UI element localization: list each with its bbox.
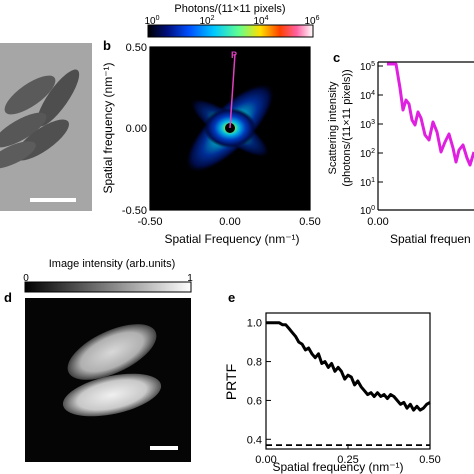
panel-label-b: b: [103, 38, 111, 53]
b-ylabel: Spatial frequency (nm⁻¹): [101, 62, 115, 193]
colorbar-b: Photons/(11×11 pixels) 100 102 104 106: [144, 3, 320, 38]
colorbar-b-tick-1: 102: [199, 15, 214, 27]
c-ytick-5: 100: [360, 205, 375, 217]
c-xlabel: Spatial frequen: [390, 232, 471, 246]
panel-a-image: [0, 43, 92, 211]
e-ytick-label: 1.0: [247, 318, 262, 330]
c-xtick-0: 0.00: [367, 216, 388, 228]
colorbar-b-tick-0: 100: [144, 15, 159, 27]
panel-label-e: e: [228, 290, 235, 305]
panel-e-plot: 0.00 0.25 0.50 1.0 0.8 0.6 0.4 PRTF Spatial fr…: [223, 312, 441, 474]
colorbar-b-title: Photons/(11×11 pixels): [174, 3, 285, 15]
e-xtick-label: 0.25: [337, 454, 358, 466]
e-series-solid: [266, 321, 431, 412]
e-xtick-label: 0.50: [419, 454, 440, 466]
colorbar-d-tick-0: 0: [23, 273, 29, 284]
panel-b-plot: P -0.50 0.00 0.50 0.50 0.00 -0.50 Spatia…: [101, 42, 321, 246]
e-ytick-label: 0.4: [247, 434, 262, 446]
scale-bar-a: [30, 198, 76, 202]
b-ytick-1: 0.00: [126, 123, 147, 135]
colorbar-b-tick-2: 104: [253, 15, 268, 27]
panel-d-image: [25, 298, 191, 462]
c-curve: [387, 62, 474, 167]
marker-p: P: [231, 50, 237, 60]
e-ylabel: PRTF: [223, 364, 239, 400]
c-ytick-0: 105: [360, 61, 375, 73]
b-xtick-1: 0.00: [219, 216, 240, 228]
e-xlabel: Spatial frequency (nm⁻¹): [272, 460, 403, 474]
c-ylabel-2: (photons/(11×11 pixels)): [341, 69, 353, 186]
b-xtick-0: -0.50: [137, 216, 162, 228]
b-xlabel: Spatial Frequency (nm⁻¹): [164, 232, 299, 246]
colorbar-b-tick-3: 106: [304, 15, 319, 27]
c-ytick-4: 101: [360, 177, 375, 189]
c-ytick-2: 103: [360, 119, 375, 131]
panel-c-plot: 105 104 103 102 101 100 0.00 Spatial fre…: [327, 61, 474, 246]
e-ytick-label: 0.8: [247, 357, 262, 369]
b-ytick-0: 0.50: [126, 42, 147, 54]
scale-bar-d: [150, 446, 178, 450]
c-ylabel-1: Scattering intensity: [327, 81, 339, 174]
c-ytick-1: 104: [360, 90, 375, 102]
colorbar-d-title: Image intensity (arb.units): [49, 258, 176, 270]
b-xtick-2: 0.50: [299, 216, 320, 228]
e-ytick-label: 0.6: [247, 395, 262, 407]
panel-label-c: c: [333, 50, 340, 65]
c-ytick-3: 102: [360, 148, 375, 160]
e-xtick-label: 0.00: [255, 454, 276, 466]
colorbar-d: Image intensity (arb.units) 0 1: [23, 258, 193, 293]
b-ytick-2: -0.50: [122, 205, 147, 217]
colorbar-d-tick-1: 1: [187, 273, 193, 284]
panel-label-d: d: [4, 290, 12, 305]
e-axes-frame: [265, 312, 431, 450]
